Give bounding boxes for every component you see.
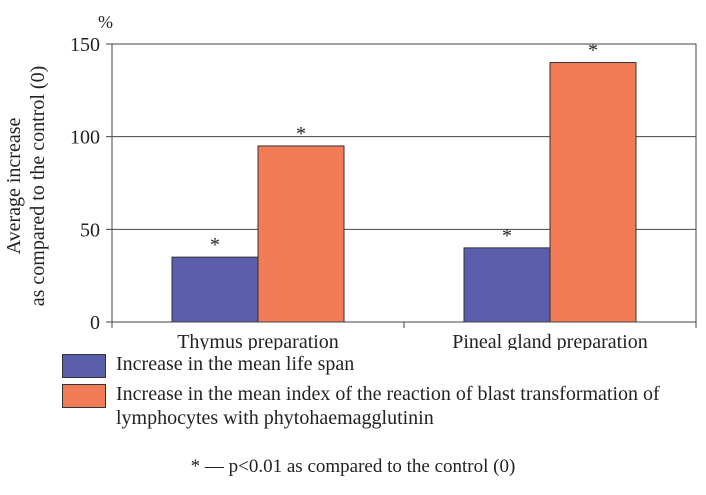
y-axis-label-line2: as compared to the control (0) <box>27 66 49 306</box>
legend-swatch-life-span <box>62 354 106 378</box>
legend-label-life-span: Increase in the mean life span <box>116 353 355 375</box>
bar <box>549 62 637 323</box>
y-axis-label-line1: Average increase <box>3 118 25 255</box>
legend-label-blast-transformation: Increase in the mean index of the reacti… <box>116 383 660 429</box>
significance-footnote: * — p<0.01 as compared to the control (0… <box>190 456 516 477</box>
legend: Increase in the mean life span Increase … <box>62 352 702 434</box>
legend-item-series-1: Increase in the mean life span <box>62 352 702 378</box>
bar <box>463 247 551 323</box>
significance-marker: * <box>588 40 598 62</box>
y-tick-label: 0 <box>90 312 100 334</box>
significance-marker: * <box>210 234 220 256</box>
legend-item-series-2: Increase in the mean index of the reacti… <box>62 382 702 430</box>
bar <box>171 256 259 323</box>
bar-chart: * * * * 0 50 100 150 Thymus preparation Pineal g… <box>3 12 697 350</box>
legend-swatch-blast-transformation <box>62 384 106 408</box>
y-tick-label: 100 <box>70 127 100 149</box>
significance-marker: * <box>296 123 306 145</box>
bar <box>257 145 345 323</box>
y-tick-label: 150 <box>70 34 100 56</box>
y-tick-label: 50 <box>80 219 100 241</box>
bars: * * * * <box>171 40 637 323</box>
x-category-label: Pineal gland preparation <box>452 331 648 350</box>
x-category-label: Thymus preparation <box>177 331 339 350</box>
significance-marker: * <box>502 225 512 247</box>
y-unit-label: % <box>98 12 113 32</box>
axes: 0 50 100 150 Thymus preparation Pineal gland … <box>70 34 697 350</box>
